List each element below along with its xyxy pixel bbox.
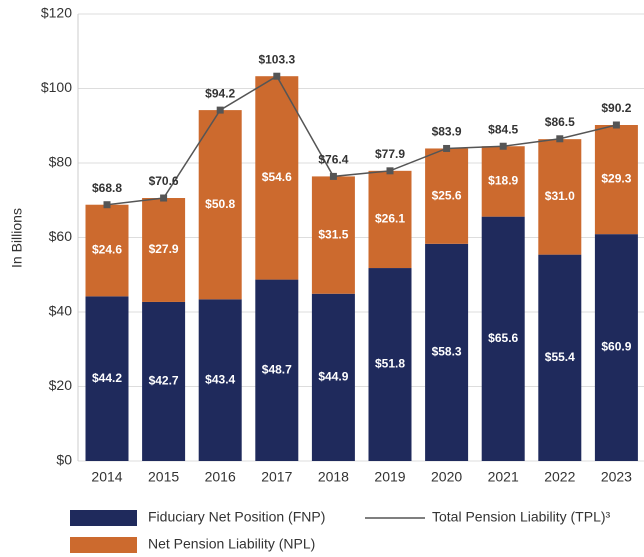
bar-segment [85,204,129,297]
line-label: $90.2 [601,101,631,115]
data-label: $31.5 [318,227,348,241]
x-tick-label: 2017 [261,469,292,485]
x-tick-label: 2019 [374,469,405,485]
data-label: $60.9 [601,340,631,354]
x-tick-label: 2023 [601,469,632,485]
data-label: $51.8 [375,357,405,371]
data-label: $25.6 [432,188,462,202]
x-tick-label: 2014 [91,469,122,485]
line-marker [103,201,111,209]
bar-segment [538,139,582,255]
bar-segment [311,293,355,461]
bar-segment [255,279,299,461]
data-label: $44.2 [92,371,122,385]
data-label: $58.3 [432,345,462,359]
line [106,75,617,206]
bar-segment [425,243,469,461]
data-label: $31.0 [545,189,575,203]
x-tick-label: 2015 [148,469,179,485]
line-label: $86.5 [545,115,575,129]
line-label: $84.5 [488,122,518,136]
x-tick-label: 2022 [544,469,575,485]
bar-segment [198,110,242,300]
bar-segment [425,148,469,244]
y-tick-label: $0 [56,452,72,468]
bar-segment [594,234,638,461]
legend-swatch [70,510,137,526]
bar-segment [481,146,525,217]
line-marker [160,194,168,202]
bar-segment [311,176,355,294]
y-tick-label: $40 [49,303,73,319]
legend-label: Fiduciary Net Position (FNP) [148,509,325,525]
x-tick-label: 2021 [488,469,519,485]
y-tick-label: $60 [49,228,73,244]
bar-segment [538,254,582,461]
bar-segment [85,296,129,461]
line-label: $76.4 [318,153,348,167]
line-marker [386,167,394,175]
bar-segment [368,170,412,269]
line-marker [499,142,507,150]
bar-segment [142,198,186,302]
x-tick-label: 2020 [431,469,462,485]
line-label: $94.2 [205,86,235,100]
bar-segment [198,299,242,461]
data-label: $42.7 [149,374,179,388]
data-label: $65.6 [488,331,518,345]
bar-segment [368,268,412,461]
line-label: $68.8 [92,181,122,195]
line-marker [556,135,564,143]
data-label: $18.9 [488,174,518,188]
y-tick-label: $100 [41,79,72,95]
bar-segment [142,301,186,461]
x-tick-label: 2016 [205,469,236,485]
bar-segment [255,76,299,280]
x-tick-label: 2018 [318,469,349,485]
data-label: $27.9 [149,242,179,256]
legend-swatch [70,537,137,553]
line-label: $70.6 [149,174,179,188]
data-label: $43.4 [205,372,235,386]
line-marker [612,121,620,129]
line-label: $83.9 [432,125,462,139]
line-marker [443,144,451,152]
data-label: $29.3 [601,172,631,186]
data-label: $55.4 [545,350,575,364]
legend-label: Net Pension Liability (NPL) [148,536,315,552]
bar-segment [481,216,525,461]
y-tick-label: $80 [49,154,73,170]
y-axis-label: In Billions [9,208,25,268]
line-marker [273,72,281,80]
line-marker [216,106,224,114]
line-marker [329,172,337,180]
data-label: $54.6 [262,170,292,184]
legend-label: Total Pension Liability (TPL)³ [432,509,611,525]
data-label: $48.7 [262,362,292,376]
line-label: $77.9 [375,147,405,161]
data-label: $26.1 [375,212,405,226]
data-label: $44.9 [318,370,348,384]
data-label: $24.6 [92,243,122,257]
data-label: $50.8 [205,197,235,211]
y-tick-label: $20 [49,377,73,393]
bar-segment [594,125,638,235]
line-label: $103.3 [258,52,295,66]
y-tick-label: $120 [41,5,72,21]
